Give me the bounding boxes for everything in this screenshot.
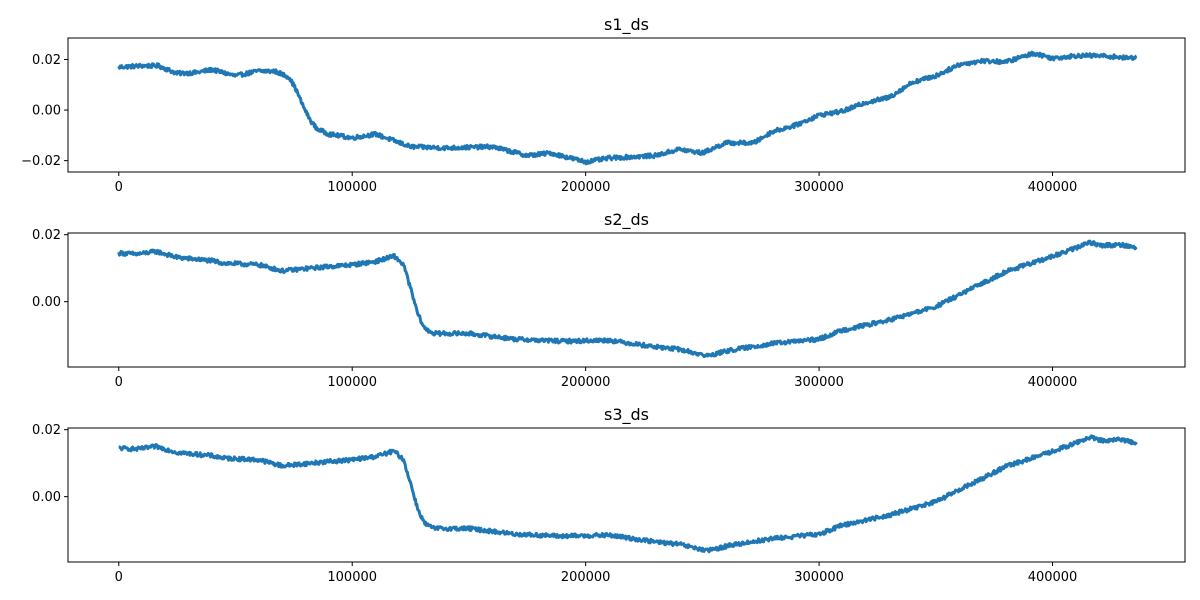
series-line xyxy=(118,434,1138,554)
y-tick-label: 0.00 xyxy=(32,295,61,310)
subplot-3: s3_ds 0 100000 200000 300000 400000 0.00 0.02 xyxy=(32,405,1186,585)
x-tick-label: 100000 xyxy=(327,180,377,195)
x-tick-label: 400000 xyxy=(1028,180,1078,195)
x-tick-label: 0 xyxy=(115,180,123,195)
x-tick-label: 400000 xyxy=(1028,570,1078,585)
subplot-title: s2_ds xyxy=(604,210,649,230)
y-tick-label: −0.02 xyxy=(21,154,61,169)
x-tick-label: 200000 xyxy=(561,375,611,390)
series-line xyxy=(117,239,1138,359)
subplot-2: s2_ds 0 100000 200000 300000 400000 0.00 0.02 xyxy=(32,210,1186,390)
y-tick-label: 0.02 xyxy=(32,423,61,438)
y-tick-label: 0.02 xyxy=(32,228,61,243)
axes-frame xyxy=(67,37,1186,173)
series-line xyxy=(117,50,1138,166)
x-tick-label: 400000 xyxy=(1028,375,1078,390)
subplot-title: s3_ds xyxy=(604,405,649,425)
x-tick-label: 300000 xyxy=(794,180,844,195)
x-tick-label: 300000 xyxy=(794,570,844,585)
x-tick-label: 100000 xyxy=(327,375,377,390)
axes-frame xyxy=(67,427,1186,563)
y-tick-label: 0.02 xyxy=(32,53,61,68)
y-tick-label: 0.00 xyxy=(32,104,61,119)
subplot-1: s1_ds 0 100000 200000 300000 400000 −0.02 0.00 0… xyxy=(21,15,1186,195)
y-tick-label: 0.00 xyxy=(32,490,61,505)
x-tick-label: 0 xyxy=(115,570,123,585)
subplot-title: s1_ds xyxy=(604,15,649,35)
axes-frame xyxy=(67,232,1186,368)
x-tick-label: 300000 xyxy=(794,375,844,390)
x-tick-label: 200000 xyxy=(561,180,611,195)
x-tick-label: 0 xyxy=(115,375,123,390)
x-tick-label: 100000 xyxy=(327,570,377,585)
x-tick-label: 200000 xyxy=(561,570,611,585)
